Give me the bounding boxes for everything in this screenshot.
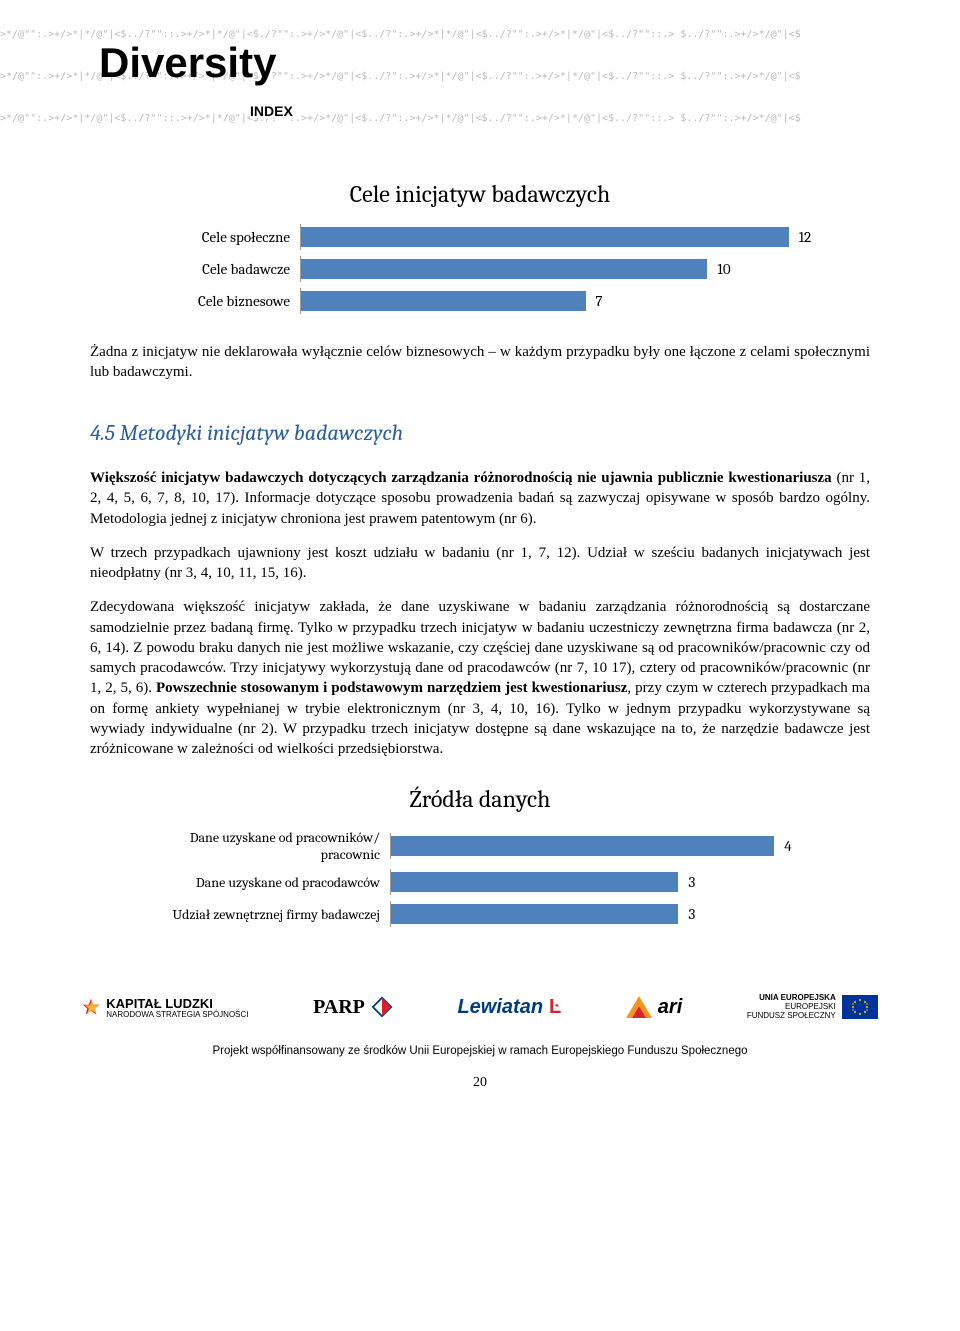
paragraph-4-bold: Powszechnie stosowanym i podstawowym nar…: [156, 680, 627, 696]
logo-lewiatan-text: Lewiatan: [457, 996, 543, 1019]
chart-row: Cele biznesowe 7: [90, 288, 870, 314]
eu-flag-icon: [842, 995, 878, 1019]
chart-bar-value: 3: [688, 905, 695, 923]
logo-kapital-ludzki-text: KAPITAŁ LUDZKI: [106, 996, 213, 1011]
chart-row-label: Cele społeczne: [90, 228, 300, 246]
footer: KAPITAŁ LUDZKI NARODOWA STRATEGIA SPÓJNO…: [0, 977, 960, 1111]
paragraph-3: W trzech przypadkach ujawniony jest kosz…: [90, 543, 870, 584]
diversity-logo-sub: INDEX: [250, 104, 293, 118]
body-text: Żadna z inicjatyw nie deklarowała wyłącz…: [90, 342, 870, 759]
logo-eu: UNIA EUROPEJSKA EUROPEJSKI FUNDUSZ SPOŁE…: [747, 994, 878, 1020]
chart-bar-value: 3: [688, 873, 695, 891]
section-heading-4-5: 4.5 Metodyki inicjatyw badawczych: [90, 419, 870, 449]
lewiatan-mark-icon: Ŀ: [549, 996, 561, 1019]
header-pattern: >*/@"":.>+/>*|*/@"|<$../?""::.>+/>*|*/@"…: [0, 0, 960, 140]
chart1: Cele społeczne 12 Cele badawcze 10 Cele bizn…: [90, 224, 870, 314]
chart-bar: [301, 259, 707, 279]
chart-row: Cele społeczne 12: [90, 224, 870, 250]
page-number: 20: [50, 1075, 910, 1091]
chart-bar-area: 3: [390, 901, 870, 927]
chart-bar: [391, 872, 678, 892]
chart-bar: [391, 904, 678, 924]
chart-row-label: Cele biznesowe: [90, 292, 300, 310]
logo-parp: PARP: [313, 996, 393, 1019]
chart-row: Dane uzyskane od pracowników/pracownic 4: [90, 829, 870, 863]
paragraph-2: Większość inicjatyw badawczych dotyczący…: [90, 468, 870, 529]
chart1-title: Cele inicjatyw badawczych: [90, 180, 870, 208]
chart-bar-area: 10: [300, 256, 870, 282]
diamond-icon: [371, 996, 393, 1018]
paragraph-4: Zdecydowana większość inicjatyw zakłada,…: [90, 597, 870, 759]
star-icon: [82, 998, 100, 1016]
chart-row-label: Cele badawcze: [90, 260, 300, 278]
chart-row: Dane uzyskane od pracodawców 3: [90, 869, 870, 895]
chart-bar-value: 7: [596, 292, 603, 310]
paragraph-1: Żadna z inicjatyw nie deklarowała wyłącz…: [90, 342, 870, 383]
chart-bar-value: 10: [717, 260, 730, 278]
chart-row-label: Udział zewnętrznej firmy badawczej: [90, 906, 390, 923]
chart-bar-area: 4: [390, 833, 870, 859]
logo-ari: ari: [626, 996, 682, 1019]
logo-kapital-ludzki-sub: NARODOWA STRATEGIA SPÓJNOŚCI: [106, 1011, 248, 1019]
page-content: Cele inicjatyw badawczych Cele społeczne…: [0, 140, 960, 927]
chart2-title: Źródła danych: [90, 785, 870, 813]
chevron-icon: [626, 996, 652, 1018]
logo-kapital-ludzki: KAPITAŁ LUDZKI NARODOWA STRATEGIA SPÓJNO…: [82, 996, 248, 1019]
paragraph-2-bold: Większość inicjatyw badawczych dotyczący…: [90, 470, 832, 486]
chart-bar: [301, 291, 586, 311]
chart-bar-value: 12: [799, 228, 812, 246]
chart2: Dane uzyskane od pracowników/pracownic4D…: [90, 829, 870, 927]
footer-note: Projekt współfinansowany ze środków Unii…: [50, 1045, 910, 1057]
diversity-logo: Diversity: [95, 56, 280, 70]
chart-row-label: Dane uzyskane od pracowników/pracownic: [90, 829, 390, 863]
chart-bar: [391, 836, 774, 856]
logo-strip: KAPITAŁ LUDZKI NARODOWA STRATEGIA SPÓJNO…: [50, 977, 910, 1037]
chart-bar-area: 3: [390, 869, 870, 895]
logo-ari-text: ari: [658, 996, 682, 1019]
chart-bar: [301, 227, 789, 247]
chart-bar-area: 12: [300, 224, 870, 250]
eu-line3: FUNDUSZ SPOŁECZNY: [747, 1012, 836, 1021]
chart2-wrap: Źródła danych Dane uzyskane od pracownik…: [90, 785, 870, 927]
logo-lewiatan: Lewiatan Ŀ: [457, 996, 561, 1019]
chart-bar-value: 4: [784, 837, 791, 855]
chart-row: Cele badawcze 10: [90, 256, 870, 282]
chart-row: Udział zewnętrznej firmy badawczej 3: [90, 901, 870, 927]
logo-parp-text: PARP: [313, 996, 365, 1019]
chart-bar-area: 7: [300, 288, 870, 314]
chart-row-label: Dane uzyskane od pracodawców: [90, 874, 390, 891]
